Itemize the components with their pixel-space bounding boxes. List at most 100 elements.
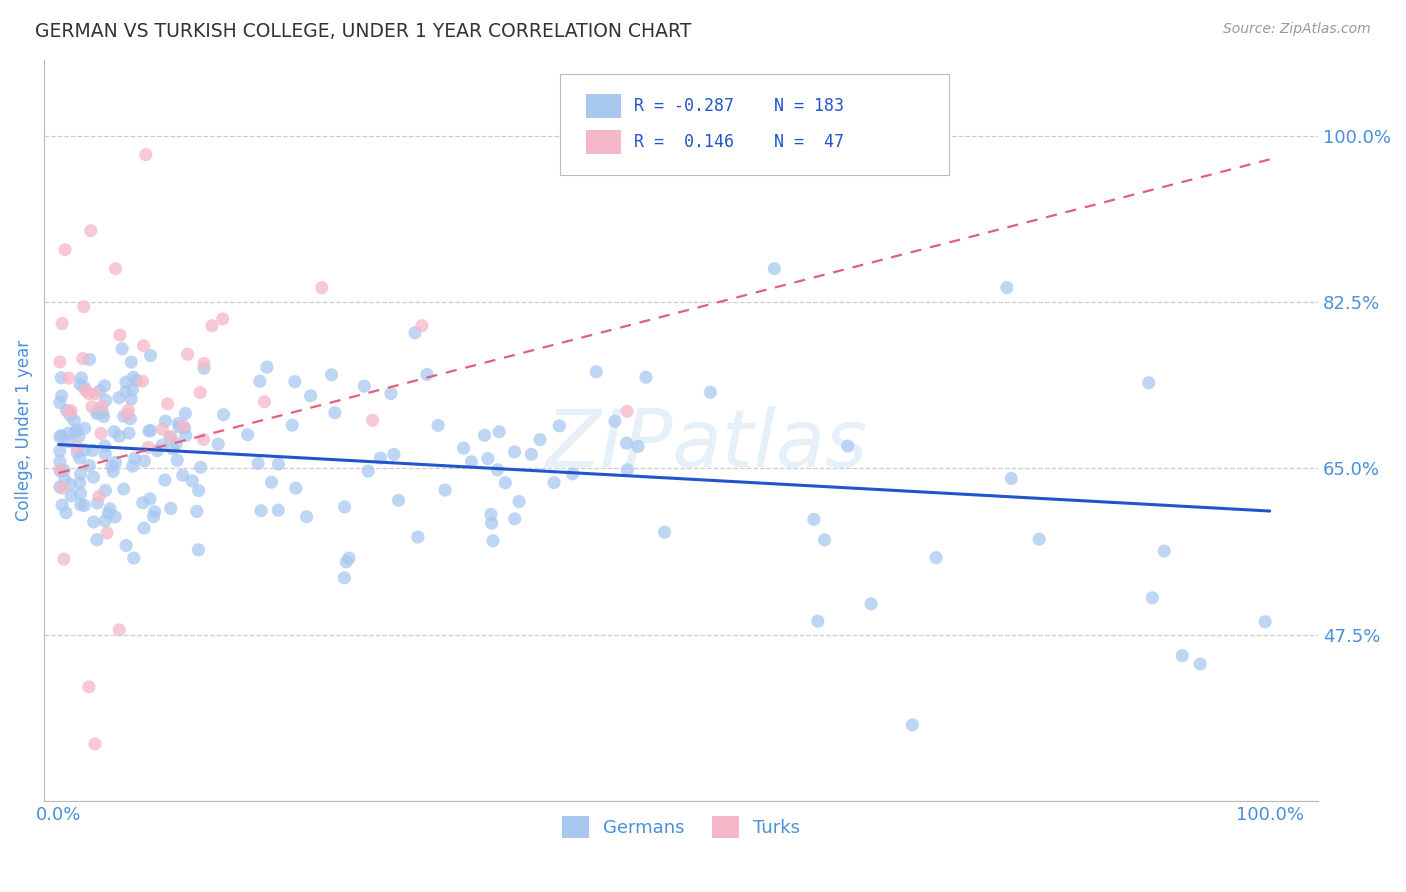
Point <box>139 424 162 438</box>
Point <box>503 512 526 526</box>
Point <box>561 467 583 481</box>
Point <box>370 451 392 466</box>
Point <box>131 374 153 388</box>
Point <box>103 425 125 439</box>
Point <box>79 352 101 367</box>
Point <box>93 409 115 424</box>
Point <box>114 384 136 399</box>
Point <box>86 407 108 421</box>
Point <box>152 422 174 436</box>
Point <box>135 147 157 161</box>
Point <box>49 430 72 444</box>
Point <box>82 443 104 458</box>
Point <box>94 483 117 498</box>
Point <box>250 504 273 518</box>
Point <box>174 406 197 420</box>
Point <box>1254 615 1277 629</box>
Point <box>100 458 122 473</box>
Point <box>193 356 215 370</box>
Point <box>49 464 72 478</box>
Point <box>56 426 79 441</box>
Point <box>460 455 482 469</box>
Point <box>94 514 117 528</box>
Point <box>634 370 657 384</box>
Point <box>73 499 96 513</box>
Point <box>132 521 155 535</box>
Point <box>146 443 169 458</box>
Point <box>79 458 101 473</box>
Point <box>172 468 194 483</box>
Point <box>90 426 112 441</box>
Point <box>654 525 676 540</box>
Point <box>70 371 93 385</box>
Point <box>482 533 505 548</box>
Point <box>411 318 433 333</box>
Point <box>253 394 276 409</box>
Point <box>53 473 76 487</box>
Point <box>87 489 110 503</box>
Point <box>160 430 183 444</box>
Text: Source: ZipAtlas.com: Source: ZipAtlas.com <box>1223 22 1371 37</box>
Point <box>404 326 426 340</box>
Point <box>53 243 76 257</box>
Point <box>479 508 502 522</box>
Point <box>108 623 131 637</box>
Point <box>281 418 304 433</box>
Point <box>925 550 948 565</box>
Point <box>387 493 409 508</box>
Point <box>481 516 503 530</box>
Point <box>49 395 72 409</box>
Point <box>627 439 650 453</box>
Point <box>60 489 83 503</box>
Point <box>427 418 450 433</box>
Point <box>181 474 204 488</box>
Point <box>63 413 86 427</box>
Point <box>132 339 155 353</box>
Point <box>162 442 184 456</box>
Point <box>1153 544 1175 558</box>
Point <box>96 525 118 540</box>
Point <box>543 475 565 490</box>
Point <box>51 498 73 512</box>
Point <box>80 400 103 414</box>
Point <box>115 539 138 553</box>
Point <box>260 475 283 490</box>
Point <box>104 509 127 524</box>
Point <box>1028 532 1050 546</box>
Point <box>585 365 607 379</box>
Point <box>159 501 181 516</box>
Point <box>125 374 148 388</box>
Point <box>173 421 195 435</box>
Point <box>73 421 96 435</box>
Point <box>333 500 356 514</box>
Point <box>193 361 215 376</box>
Point <box>212 408 235 422</box>
Point <box>803 512 825 526</box>
Point <box>156 397 179 411</box>
Point <box>699 385 721 400</box>
Point <box>108 391 131 405</box>
Point <box>406 530 429 544</box>
Point <box>337 551 360 566</box>
Point <box>86 496 108 510</box>
Point <box>247 456 270 470</box>
Point <box>153 473 176 487</box>
Point <box>236 427 259 442</box>
Point <box>108 328 131 343</box>
Point <box>166 436 188 450</box>
Point <box>84 386 107 401</box>
Point <box>67 429 90 443</box>
Point <box>311 281 333 295</box>
Point <box>995 281 1018 295</box>
Point <box>267 457 290 471</box>
Point <box>813 533 835 547</box>
Point <box>122 370 145 384</box>
Point <box>335 555 357 569</box>
Point <box>267 503 290 517</box>
Point <box>132 496 155 510</box>
Point <box>453 441 475 455</box>
Point <box>486 463 509 477</box>
Legend: Germans, Turks: Germans, Turks <box>554 809 807 846</box>
Point <box>94 447 117 461</box>
Point <box>55 403 77 417</box>
